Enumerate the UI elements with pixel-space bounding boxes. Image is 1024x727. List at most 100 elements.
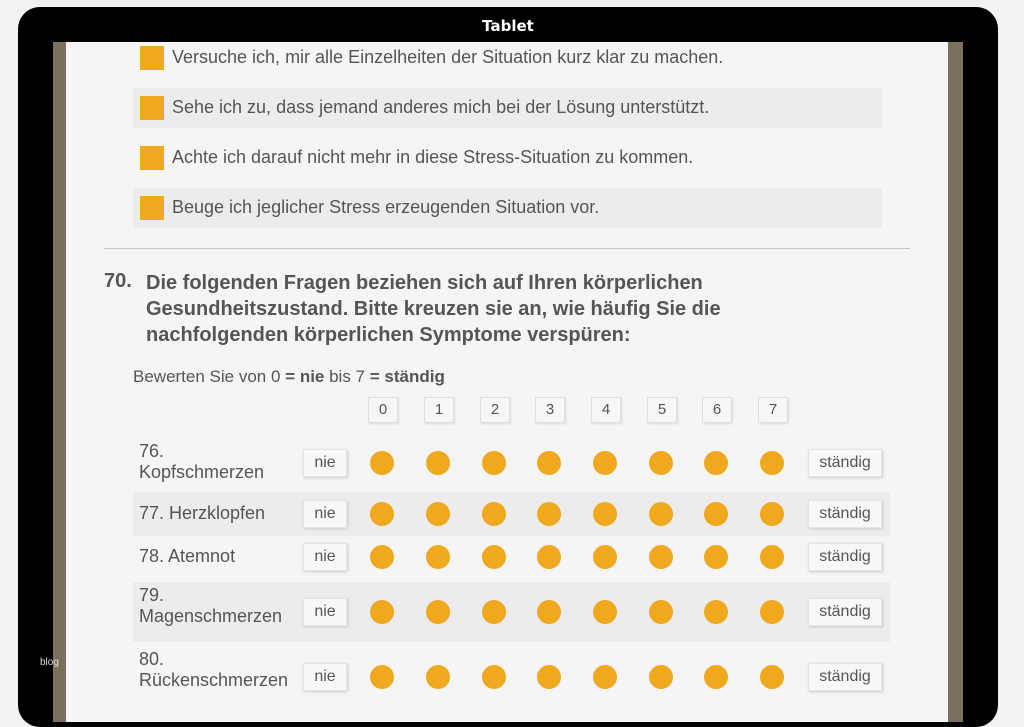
scale-number: 1 — [424, 397, 454, 423]
checkbox-square[interactable] — [140, 46, 164, 70]
label-line: 78. Atemnot — [139, 546, 236, 566]
rating-radio-6[interactable] — [704, 600, 728, 624]
answer-option[interactable]: Achte ich darauf nicht mehr in diese Str… — [133, 138, 882, 178]
scale-number: 2 — [480, 397, 510, 423]
rating-radio-7[interactable] — [760, 665, 784, 689]
checkbox-square[interactable] — [140, 146, 164, 170]
rating-radio-1[interactable] — [426, 665, 450, 689]
symptom-row: 78. Atemnot nie ständig — [133, 538, 890, 576]
rating-radio-4[interactable] — [593, 451, 617, 475]
rating-radio-3[interactable] — [537, 451, 561, 475]
rating-radio-0[interactable] — [370, 600, 394, 624]
rating-radio-1[interactable] — [426, 600, 450, 624]
rating-radio-5[interactable] — [649, 545, 673, 569]
symptom-label: 76. Kopfschmerzen — [139, 441, 299, 483]
scale-number: 0 — [368, 397, 398, 423]
rating-radio-2[interactable] — [482, 451, 506, 475]
symptom-row: 76. Kopfschmerzen nie ständig — [133, 438, 890, 488]
label-line: 79. — [139, 585, 165, 605]
rating-radio-6[interactable] — [704, 665, 728, 689]
staendig-button[interactable]: ständig — [808, 543, 882, 571]
answer-option[interactable]: Versuche ich, mir alle Einzelheiten der … — [133, 42, 882, 78]
staendig-button[interactable]: ständig — [808, 598, 882, 626]
label-line: Kopfschmerzen — [139, 462, 265, 482]
symptom-row: 79. Magenschmerzen nie ständig — [133, 582, 890, 642]
rating-radio-5[interactable] — [649, 665, 673, 689]
instr-low: nie — [299, 367, 325, 386]
rating-radio-3[interactable] — [537, 665, 561, 689]
rating-radio-0[interactable] — [370, 665, 394, 689]
questionnaire-screen: 70. Die folgenden Fragen beziehen sich a… — [66, 42, 948, 722]
nie-button[interactable]: nie — [303, 449, 347, 477]
rating-radio-0[interactable] — [370, 502, 394, 526]
option-label: Achte ich darauf nicht mehr in diese Str… — [172, 147, 694, 167]
rating-radio-0[interactable] — [370, 545, 394, 569]
staendig-button[interactable]: ständig — [808, 500, 882, 528]
watermark: blog — [40, 657, 59, 668]
answer-option[interactable]: Beuge ich jeglicher Stress erzeugenden S… — [133, 188, 882, 228]
option-label: Beuge ich jeglicher Stress erzeugenden S… — [172, 197, 600, 217]
rating-radio-1[interactable] — [426, 545, 450, 569]
rating-radio-4[interactable] — [593, 600, 617, 624]
symptom-label: 80. Rückenschmerzen — [139, 649, 299, 691]
rating-radio-7[interactable] — [760, 545, 784, 569]
rating-radio-5[interactable] — [649, 502, 673, 526]
rating-radio-5[interactable] — [649, 600, 673, 624]
label-line: 77. Herzklopfen — [139, 503, 266, 523]
scale-number: 6 — [702, 397, 732, 423]
label-line: Rückenschmerzen — [139, 670, 289, 690]
rating-radio-1[interactable] — [426, 502, 450, 526]
rating-radio-2[interactable] — [482, 502, 506, 526]
staendig-button[interactable]: ständig — [808, 663, 882, 691]
rating-radio-3[interactable] — [537, 600, 561, 624]
rating-radio-6[interactable] — [704, 451, 728, 475]
instr-eq: = — [285, 367, 300, 386]
staendig-button[interactable]: ständig — [808, 449, 882, 477]
symptom-row: 80. Rückenschmerzen nie ständig — [133, 646, 890, 708]
nie-button[interactable]: nie — [303, 543, 347, 571]
instr-high: ständig — [384, 367, 445, 386]
symptom-label: 79. Magenschmerzen — [139, 585, 299, 627]
scale-number: 4 — [591, 397, 621, 423]
scale-number: 5 — [647, 397, 677, 423]
rating-radio-6[interactable] — [704, 545, 728, 569]
symptom-label: 78. Atemnot — [139, 546, 299, 567]
scale-number: 3 — [535, 397, 565, 423]
rating-radio-2[interactable] — [482, 665, 506, 689]
instr-prefix: Bewerten Sie von 0 — [133, 367, 286, 386]
checkbox-square[interactable] — [140, 196, 164, 220]
rating-radio-2[interactable] — [482, 545, 506, 569]
option-label: Sehe ich zu, dass jemand anderes mich be… — [172, 97, 710, 117]
answer-option[interactable]: Sehe ich zu, dass jemand anderes mich be… — [133, 88, 882, 128]
rating-radio-3[interactable] — [537, 545, 561, 569]
divider — [104, 248, 910, 249]
window-title: Tablet — [482, 17, 534, 35]
question-number: 70. — [104, 270, 132, 292]
rating-radio-7[interactable] — [760, 502, 784, 526]
scale-number: 7 — [758, 397, 788, 423]
instr-eq: = — [369, 367, 385, 386]
nie-button[interactable]: nie — [303, 500, 347, 528]
rating-radio-4[interactable] — [593, 665, 617, 689]
checkbox-square[interactable] — [140, 96, 164, 120]
option-label: Versuche ich, mir alle Einzelheiten der … — [172, 47, 724, 67]
rating-radio-3[interactable] — [537, 502, 561, 526]
symptom-label: 77. Herzklopfen — [139, 503, 299, 524]
label-line: Magenschmerzen — [139, 606, 283, 626]
rating-radio-7[interactable] — [760, 600, 784, 624]
rating-radio-7[interactable] — [760, 451, 784, 475]
question-text: Die folgenden Fragen beziehen sich auf I… — [146, 272, 721, 346]
rating-radio-2[interactable] — [482, 600, 506, 624]
rating-radio-1[interactable] — [426, 451, 450, 475]
rating-radio-4[interactable] — [593, 545, 617, 569]
nie-button[interactable]: nie — [303, 598, 347, 626]
rating-radio-5[interactable] — [649, 451, 673, 475]
nie-button[interactable]: nie — [303, 663, 347, 691]
symptom-row: 77. Herzklopfen nie ständig — [133, 492, 890, 536]
rating-instruction: Bewerten Sie von 0 = nie bis 7 = ständig — [133, 367, 445, 387]
rating-radio-4[interactable] — [593, 502, 617, 526]
rating-radio-0[interactable] — [370, 451, 394, 475]
label-line: 80. — [139, 649, 165, 669]
label-line: 76. — [139, 441, 165, 461]
rating-radio-6[interactable] — [704, 502, 728, 526]
